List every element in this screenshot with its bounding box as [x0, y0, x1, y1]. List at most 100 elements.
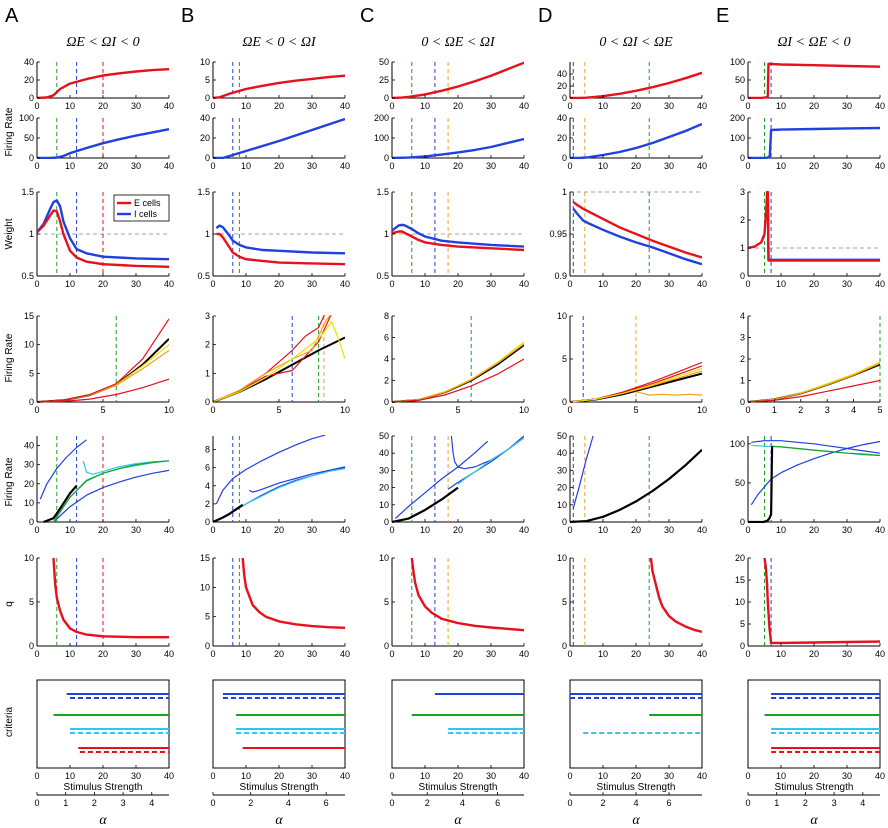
- panel-rate_I-xtick-label: 10: [598, 161, 608, 171]
- panel-rate_low-ytick-label: 8: [384, 311, 389, 321]
- criteria-xtick-label: 10: [776, 771, 786, 781]
- i-cell-weight-line: [215, 224, 345, 255]
- criteria-xtick-label: 0: [34, 771, 39, 781]
- panel-rate_high-xtick-label: 40: [340, 525, 350, 535]
- panel-rate_E-xtick-label: 0: [567, 101, 572, 111]
- panel-rate_E-ytick-label: 0: [384, 93, 389, 103]
- criteria-xtick-label: 40: [164, 771, 174, 781]
- panel-rate_I-ytick-label: 0: [562, 153, 567, 163]
- column-title: 0 < ΩE < ΩI: [421, 35, 496, 50]
- panel-rate_E-ytick-label: 0: [562, 93, 567, 103]
- panel-rate_high-ytick-label: 20: [379, 483, 389, 493]
- panel-rate_low-xtick-label: 0: [389, 405, 394, 415]
- panel-rate_high-xtick-label: 20: [274, 525, 284, 535]
- legend-box: [113, 194, 170, 222]
- panel-rate_high-xtick-label: 40: [875, 525, 885, 535]
- rate-curve-yellow: [37, 344, 169, 403]
- criteria-xtick-label: 30: [486, 771, 496, 781]
- panel-weight-xtick-label: 10: [776, 279, 786, 289]
- panel-q-ytick-label: 0: [205, 641, 210, 651]
- panel-rate_high-xtick-label: 10: [420, 525, 430, 535]
- panel-rate_high-ytick-label: 10: [24, 498, 34, 508]
- alpha-tick-label: 0: [210, 798, 215, 808]
- i-cell-weight-line: [392, 223, 524, 248]
- e-cell-rate-line: [392, 61, 524, 99]
- panel-rate_I-xtick-label: 30: [307, 161, 317, 171]
- panel-rate_I-ytick-label: 100: [19, 113, 34, 123]
- panel-rate_high-xtick-label: 20: [453, 525, 463, 535]
- legend-e-label: E cells: [134, 198, 161, 208]
- panel-rate_E-xtick-label: 40: [340, 101, 350, 111]
- panel-rate_low-xtick-label: 10: [340, 405, 350, 415]
- alpha-label: α: [275, 813, 283, 828]
- criteria-xtick-label: 30: [307, 771, 317, 781]
- panel-weight-ytick-label: 1.5: [197, 187, 210, 197]
- panel-q: 0 5 10 0 10 20 30 40: [379, 553, 529, 659]
- panel-q: 0 5 10 15 0 10 20 30 40: [200, 553, 350, 659]
- criteria-xtick-label: 20: [809, 771, 819, 781]
- rate-curve-blue: [215, 435, 326, 505]
- alpha-label: α: [454, 813, 462, 828]
- e-cell-rate-line: [213, 74, 345, 99]
- panel-q-ytick-label: 5: [205, 612, 210, 622]
- panel-rate_low-xtick-label: 5: [100, 405, 105, 415]
- criteria-xtick-label: 20: [631, 771, 641, 781]
- rate-curve-red: [213, 315, 325, 403]
- criteria-xtick-label: 0: [567, 771, 572, 781]
- panel-rate_I-ytick-label: 50: [24, 133, 34, 143]
- panel-rate_I-ytick-label: 40: [557, 113, 567, 123]
- panel-q-ytick-label: 0: [384, 641, 389, 651]
- panel-q-ytick-label: 10: [24, 553, 34, 563]
- panel-rate_low-ytick-label: 15: [24, 311, 34, 321]
- e-cell-weight-line: [572, 201, 702, 259]
- panel-rate_high-ytick-label: 40: [24, 441, 34, 451]
- alpha-tick-label: 0: [389, 798, 394, 808]
- panel-rate_high: 0 10 20 30 40 50 0 10 20 30 40: [557, 431, 707, 535]
- alpha-tick-label: 2: [92, 798, 97, 808]
- rate-curve-green: [53, 460, 169, 523]
- alpha-tick-label: 4: [460, 798, 465, 808]
- panel-weight-xtick-label: 30: [842, 279, 852, 289]
- panel-rate_I-xtick-label: 40: [519, 161, 529, 171]
- panel-weight-xtick-label: 0: [745, 279, 750, 289]
- panel-rate_I-xtick-label: 30: [486, 161, 496, 171]
- rate-curve-blue: [39, 439, 87, 500]
- panel-rate_high-ytick-label: 0: [384, 517, 389, 527]
- panel-rate_I-ytick-label: 100: [374, 133, 389, 143]
- panel-rate_E-xtick-label: 20: [453, 101, 463, 111]
- criteria-xtick-label: 30: [131, 771, 141, 781]
- panel-rate_low-xtick-label: 4: [851, 405, 856, 415]
- panel-criteria: 0 10 20 30 40 Stimulus Strength 0 2 4 6 α: [389, 679, 529, 828]
- panel-rate_low-ytick-label: 0: [562, 397, 567, 407]
- stimulus-strength-label: Stimulus Strength: [597, 782, 676, 793]
- panel-q-xtick-label: 30: [664, 649, 674, 659]
- panel-rate_low: 0 5 10 0 5 10: [557, 311, 707, 415]
- panel-q: 0 5 10 0 10 20 30 40: [24, 553, 174, 659]
- panel-rate_high-xtick-label: 40: [164, 525, 174, 535]
- panel-rate_high-ytick-label: 6: [205, 463, 210, 473]
- panel-q-xtick-label: 0: [210, 649, 215, 659]
- panel-weight-xtick-label: 0: [567, 279, 572, 289]
- panel-rate_I-xtick-label: 0: [389, 161, 394, 171]
- panel-q-xtick-label: 30: [307, 649, 317, 659]
- panel-q-ytick-label: 5: [29, 597, 34, 607]
- panel-rate_low-ytick-label: 4: [740, 311, 745, 321]
- panel-rate_I-xtick-label: 0: [745, 161, 750, 171]
- panel-rate_low-ytick-label: 2: [205, 340, 210, 350]
- panel-rate_I-xtick-label: 40: [875, 161, 885, 171]
- criteria-xtick-label: 20: [98, 771, 108, 781]
- panel-criteria: 0 10 20 30 40 Stimulus Strength 0 1 2 3 4 α: [34, 679, 174, 828]
- rate-curve-black: [392, 344, 524, 403]
- panel-rate_low-xtick-label: 0: [34, 405, 39, 415]
- rate-curve-yellow: [570, 367, 702, 403]
- panel-q-xtick-label: 40: [875, 649, 885, 659]
- panel-rate_high-xtick-label: 0: [745, 525, 750, 535]
- column-letter: B: [181, 5, 194, 27]
- criteria-xtick-label: 10: [65, 771, 75, 781]
